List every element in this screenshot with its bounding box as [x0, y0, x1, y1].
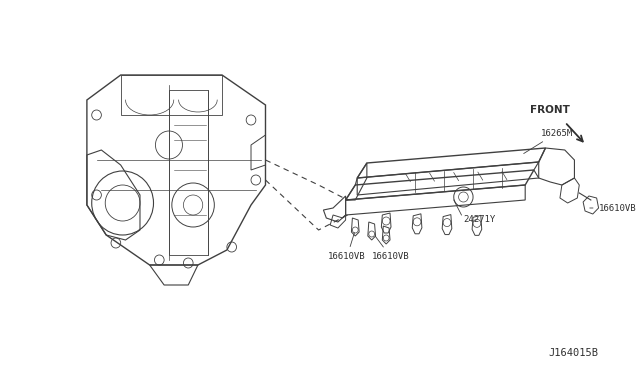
Text: FRONT: FRONT — [531, 105, 570, 115]
Text: 16610VB: 16610VB — [590, 203, 636, 212]
Text: 16610VB: 16610VB — [328, 232, 366, 261]
Text: 16610VB: 16610VB — [372, 236, 410, 261]
Text: 24271Y: 24271Y — [463, 215, 495, 224]
Text: 16265M: 16265M — [524, 128, 573, 154]
Text: J164015B: J164015B — [548, 348, 598, 358]
